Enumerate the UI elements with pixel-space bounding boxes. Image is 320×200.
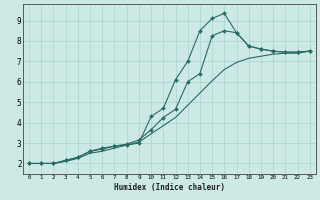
X-axis label: Humidex (Indice chaleur): Humidex (Indice chaleur) bbox=[114, 183, 225, 192]
